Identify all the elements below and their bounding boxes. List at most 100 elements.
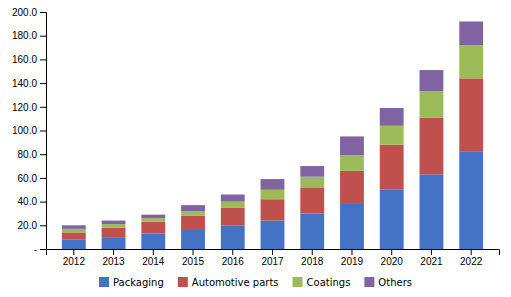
y-tick-mark (40, 107, 46, 108)
bar (181, 211, 205, 216)
bar (141, 222, 165, 234)
legend: PackagingAutomotive partsCoatingsOthers (99, 277, 412, 288)
bar (62, 240, 86, 249)
y-tick: 100.0 (12, 125, 46, 136)
x-tick-label: 2018 (301, 256, 324, 267)
bar (221, 194, 245, 201)
x-tick: 2015 (182, 249, 205, 267)
y-tick-mark (40, 36, 46, 37)
bar (420, 117, 444, 174)
y-tick-label: 80.0 (18, 149, 38, 160)
x-tick-label: 2014 (142, 256, 165, 267)
y-tick: 200.0 (12, 7, 46, 18)
chart-svg: 2012 2013 2014 2015 2016 2017 2018 2019 2020 2021… (0, 0, 511, 297)
y-tick: 40.0 (18, 196, 46, 207)
x-tick-label: 2017 (261, 256, 284, 267)
bar (459, 21, 483, 45)
y-tick: 60.0 (18, 173, 46, 184)
bar (459, 152, 483, 249)
y-tick-label: 20.0 (18, 220, 38, 231)
bar (380, 190, 404, 249)
y-tick: 180.0 (12, 30, 46, 41)
y-tick: 160.0 (12, 54, 46, 65)
legend-item: Coatings (293, 277, 351, 288)
bar (340, 204, 364, 249)
y-axis-line (40, 13, 47, 250)
y-tick-mark (40, 59, 46, 60)
bar (300, 177, 324, 188)
legend-swatch (99, 277, 109, 287)
bar-series (62, 78, 483, 239)
x-tick-mark (73, 249, 74, 255)
y-tick-label: 120.0 (12, 102, 37, 113)
bar (261, 199, 285, 220)
bar (340, 155, 364, 170)
bar (102, 228, 126, 237)
bar (380, 126, 404, 145)
x-tick-label: 2012 (63, 256, 86, 267)
x-tick: 2019 (341, 249, 364, 267)
bar (261, 179, 285, 190)
x-tick-mark (431, 249, 432, 255)
legend-label: Automotive parts (192, 277, 279, 288)
x-tick-label: 2013 (102, 256, 125, 267)
x-tick: 2017 (261, 249, 284, 267)
bar (420, 70, 444, 91)
x-tick-mark (312, 249, 313, 255)
legend-swatch (178, 277, 188, 287)
x-tick: 2021 (420, 249, 443, 267)
bar (62, 229, 86, 233)
y-tick-mark (40, 249, 46, 250)
x-tick-mark (153, 249, 154, 255)
bar (221, 225, 245, 249)
y-tick-label: 60.0 (18, 173, 38, 184)
y-tick-mark (40, 83, 46, 84)
bar (300, 166, 324, 177)
bar-series (62, 21, 483, 228)
x-tick-mark (272, 249, 273, 255)
x-axis: 2012 2013 2014 2015 2016 2017 2018 2019 2020 2021… (47, 249, 500, 267)
bars (62, 21, 483, 249)
x-tick-mark (113, 249, 114, 255)
bar (380, 108, 404, 126)
legend-item: Packaging (99, 277, 164, 288)
x-tick-mark (471, 249, 472, 255)
bar (221, 202, 245, 208)
x-tick-label: 2021 (420, 256, 443, 267)
bar (102, 221, 126, 225)
bar (102, 224, 126, 228)
bar (261, 190, 285, 199)
x-tick: 2013 (102, 249, 125, 267)
bar (181, 205, 205, 211)
y-tick-mark (40, 178, 46, 179)
bar (459, 78, 483, 151)
y-tick: 120.0 (12, 102, 46, 113)
x-tick: 2016 (222, 249, 245, 267)
y-axis: -20.040.060.080.0100.0120.0140.0160.0180… (12, 7, 47, 255)
x-tick-label: 2019 (341, 256, 364, 267)
y-tick-label: 140.0 (12, 78, 37, 89)
bar (141, 215, 165, 219)
y-tick-mark (40, 12, 46, 13)
x-axis-line (47, 250, 500, 256)
x-tick-label: 2022 (460, 256, 483, 267)
x-tick-mark (193, 249, 194, 255)
y-tick-mark (40, 225, 46, 226)
y-tick-label: 40.0 (18, 196, 38, 207)
bar (141, 234, 165, 249)
bar (340, 136, 364, 155)
bar (62, 225, 86, 229)
legend-label: Packaging (113, 277, 164, 288)
y-tick-mark (40, 131, 46, 132)
bar (459, 45, 483, 78)
bar (300, 187, 324, 213)
bar (181, 230, 205, 249)
x-tick-label: 2016 (222, 256, 245, 267)
x-tick-label: 2020 (381, 256, 404, 267)
x-tick: 2014 (142, 249, 165, 267)
bar (181, 216, 205, 230)
y-tick: 80.0 (18, 149, 46, 160)
bar (62, 232, 86, 239)
chart-container: 2012 2013 2014 2015 2016 2017 2018 2019 2020 2021… (0, 0, 511, 297)
legend-item: Automotive parts (178, 277, 279, 288)
